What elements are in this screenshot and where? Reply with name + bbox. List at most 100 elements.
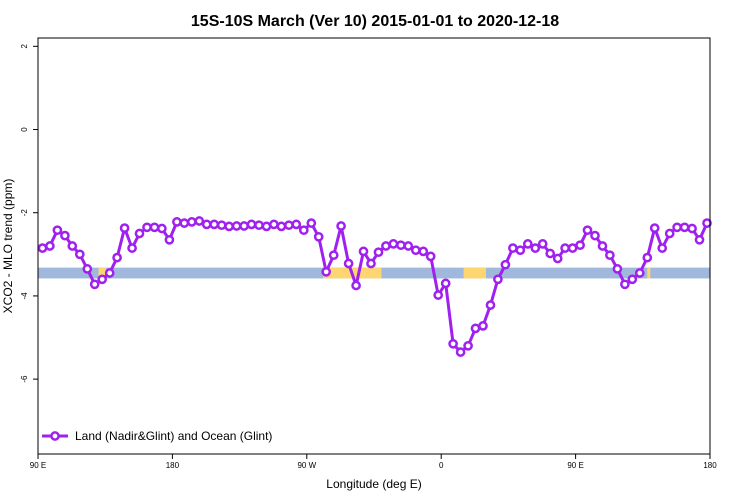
data-point: [515, 245, 526, 256]
data-point: [657, 243, 668, 253]
data-point: [396, 240, 406, 251]
data-point: [127, 243, 137, 253]
data-point: [448, 338, 458, 349]
data-point: [388, 239, 399, 249]
surface-band: [38, 267, 710, 279]
data-point: [366, 258, 376, 269]
data-point: [67, 241, 78, 251]
data-point: [351, 280, 361, 291]
data-point: [201, 219, 212, 230]
data-point: [373, 247, 384, 258]
data-point: [284, 220, 294, 231]
data-point: [112, 252, 122, 263]
data-point: [687, 223, 697, 234]
x-tick-label: 90 E: [30, 461, 46, 470]
data-point: [649, 223, 660, 233]
data-point: [493, 274, 503, 285]
data-point: [194, 216, 205, 226]
data-point: [216, 220, 227, 231]
y-tick-label: -2: [20, 209, 29, 217]
data-point: [634, 268, 645, 278]
data-point: [552, 253, 563, 264]
data-point: [321, 266, 332, 277]
data-point: [157, 223, 167, 234]
data-point: [418, 246, 429, 257]
y-tick-label: 2: [20, 44, 29, 49]
data-point: [313, 231, 324, 242]
y-axis: 2 0 -2 -4 -6: [20, 44, 38, 383]
data-point: [119, 223, 130, 233]
data-point: [582, 225, 593, 236]
data-point: [508, 243, 518, 253]
y-tick-label: -4: [20, 292, 29, 300]
data-point: [537, 239, 548, 249]
data-point: [620, 279, 630, 290]
x-tick-label: 180: [166, 461, 180, 470]
data-point: [455, 347, 466, 357]
data-point: [246, 219, 257, 230]
data-point: [82, 264, 93, 274]
data-point: [627, 274, 638, 285]
legend: Land (Nadir&Glint) and Ocean (Glint): [42, 429, 272, 443]
data-point: [440, 278, 451, 289]
y-axis-label: XCO2 - MLO trend (ppm): [1, 179, 15, 314]
data-point: [545, 248, 556, 259]
land-band-segment-3: [647, 267, 651, 279]
data-point: [597, 241, 608, 251]
x-tick-label: 0: [439, 461, 444, 470]
data-point: [134, 228, 145, 239]
x-axis-label: Longitude (deg E): [326, 477, 421, 491]
data-point: [52, 225, 63, 236]
data-point: [343, 258, 354, 269]
series-line-0: [42, 219, 709, 354]
x-tick-label: 90 E: [567, 461, 583, 470]
data-point: [37, 243, 48, 253]
data-point: [164, 234, 175, 245]
data-point: [425, 251, 436, 262]
data-point: [179, 218, 190, 228]
y-tick-label: 0: [20, 127, 29, 132]
data-point: [97, 274, 108, 285]
data-point: [664, 228, 675, 239]
data-point: [679, 222, 690, 233]
data-point: [298, 225, 309, 236]
data-point: [358, 246, 369, 257]
series-layer: [37, 216, 712, 357]
legend-label: Land (Nadir&Glint) and Ocean (Glint): [75, 429, 272, 443]
data-point: [209, 219, 220, 230]
x-tick-label: 90 W: [297, 461, 316, 470]
data-point: [74, 249, 85, 260]
data-point: [149, 222, 160, 233]
data-point: [560, 243, 570, 253]
data-point: [478, 321, 488, 331]
data-point: [336, 221, 346, 231]
data-point: [612, 264, 623, 274]
data-point: [575, 240, 585, 251]
x-axis: 90 E 180 90 W 0 90 E 180: [30, 454, 717, 470]
data-point: [104, 268, 115, 278]
data-point: [567, 243, 578, 253]
data-point: [590, 230, 600, 241]
data-point: [642, 252, 653, 263]
data-point: [231, 221, 242, 231]
data-point: [522, 239, 533, 249]
data-point: [276, 221, 287, 232]
data-point: [500, 259, 511, 270]
data-point: [172, 217, 182, 227]
x-tick-label: 180: [703, 461, 717, 470]
data-point: [381, 241, 391, 251]
data-point: [186, 217, 197, 227]
data-point: [702, 218, 712, 228]
data-point: [485, 300, 496, 310]
land-band-segment-0: [98, 267, 106, 279]
data-point: [60, 230, 70, 241]
data-point: [403, 241, 414, 251]
data-point: [291, 219, 302, 230]
data-point: [261, 221, 272, 232]
data-point: [433, 290, 444, 300]
data-point: [530, 243, 541, 253]
data-point: [463, 340, 473, 351]
data-point: [470, 323, 481, 334]
data-point: [89, 279, 100, 290]
